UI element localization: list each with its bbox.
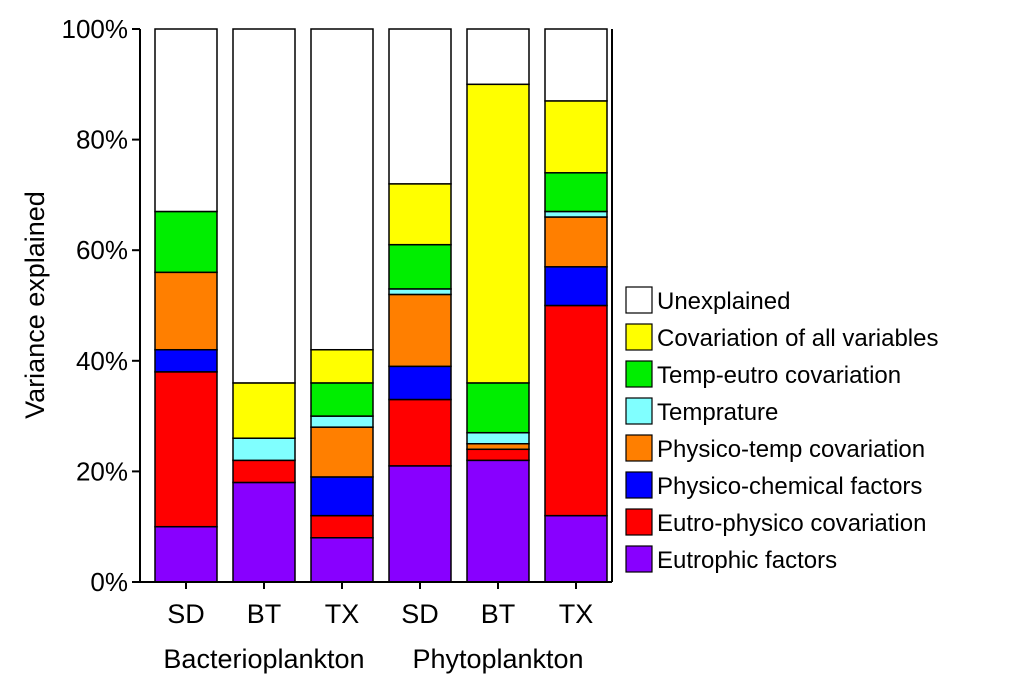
legend-swatch: [625, 323, 653, 351]
bar-segment-1-2: [154, 348, 218, 373]
bar-segment-3-6: [310, 348, 374, 384]
y-tick-label: 100%: [62, 14, 129, 44]
bar-segment-5-6: [466, 83, 530, 384]
legend-swatch: [625, 545, 653, 573]
bar-segment-2-7: [232, 28, 296, 384]
legend-label: Temp-eutro covariation: [657, 362, 901, 389]
bar-segment-4-2: [388, 365, 452, 401]
bar-segment-5-7: [466, 28, 530, 86]
bar-segment-6-0: [544, 514, 608, 583]
bar-segment-5-0: [466, 459, 530, 583]
bar-segment-6-3: [544, 216, 608, 268]
legend-label: Eutrophic factors: [657, 547, 837, 574]
bar-segment-3-3: [310, 426, 374, 478]
bar-segment-1-7: [154, 28, 218, 213]
bar-segment-6-7: [544, 28, 608, 102]
x-tick-label: BT: [481, 599, 516, 629]
legend-swatch: [625, 471, 653, 499]
legend-label: Physico-temp covariation: [657, 436, 925, 463]
group-label-2: Phytoplankton: [412, 644, 583, 674]
x-tick-label: SD: [401, 599, 439, 629]
y-tick-label: 80%: [76, 125, 128, 155]
bar-segment-1-1: [154, 371, 218, 528]
legend-swatch: [625, 286, 653, 314]
bar-segment-5-3: [466, 443, 530, 451]
bar-segment-6-4: [544, 210, 608, 218]
legend-swatch: [625, 360, 653, 388]
group-label-1: Bacterioplankton: [163, 644, 364, 674]
bar-segment-4-7: [388, 28, 452, 185]
bar-segment-6-1: [544, 304, 608, 517]
bar-segment-5-5: [466, 382, 530, 434]
x-tick-label: TX: [559, 599, 594, 629]
legend-label: Unexplained: [657, 288, 790, 315]
bar-segment-5-1: [466, 448, 530, 462]
bar-segment-1-5: [154, 210, 218, 274]
bar-segment-4-1: [388, 398, 452, 467]
legend-swatch: [625, 508, 653, 536]
bar-segment-1-0: [154, 525, 218, 583]
bar-segment-1-3: [154, 271, 218, 351]
x-tick-label: TX: [325, 599, 360, 629]
y-axis-title: Variance explained: [20, 191, 50, 419]
bar-segment-3-0: [310, 537, 374, 583]
legend-label: Physico-chemical factors: [657, 473, 922, 500]
y-tick-label: 40%: [76, 346, 128, 376]
bar-segment-4-5: [388, 243, 452, 290]
bar-segment-3-7: [310, 28, 374, 351]
x-tick-label: BT: [247, 599, 282, 629]
bar-segment-4-0: [388, 465, 452, 583]
bar-segment-2-4: [232, 437, 296, 462]
plot-area: [154, 28, 608, 583]
bar-segment-2-6: [232, 382, 296, 439]
legend-swatch: [625, 397, 653, 425]
bar-segment-2-0: [232, 481, 296, 583]
bar-segment-3-4: [310, 415, 374, 428]
legend: Unexplained Covariation of all variables T…: [625, 286, 938, 574]
bar-segment-3-2: [310, 476, 374, 517]
bar-segment-2-1: [232, 459, 296, 484]
bar-segment-6-6: [544, 100, 608, 174]
y-tick-label: 20%: [76, 456, 128, 486]
y-tick-label: 0%: [90, 567, 128, 597]
legend-swatch: [625, 434, 653, 462]
bar-segment-4-6: [388, 183, 452, 246]
legend-label: Covariation of all variables: [657, 325, 938, 352]
x-tick-label: SD: [167, 599, 205, 629]
bar-segment-4-3: [388, 293, 452, 368]
y-axis: 0% 20% 40% 60% 80% 100%: [62, 14, 613, 597]
bar-segment-3-5: [310, 382, 374, 417]
bar-segment-4-4: [388, 288, 452, 296]
y-tick-label: 60%: [76, 235, 128, 265]
bar-segment-6-2: [544, 266, 608, 307]
bar-segment-6-5: [544, 172, 608, 213]
x-axis: SD BT TX SD BT TX Bacterioplankton Phytoplankto…: [140, 581, 612, 674]
legend-label: Eutro-physico covariation: [657, 510, 926, 537]
legend-label: Temprature: [657, 399, 778, 426]
bar-segment-5-4: [466, 431, 530, 445]
bar-segment-3-1: [310, 514, 374, 539]
